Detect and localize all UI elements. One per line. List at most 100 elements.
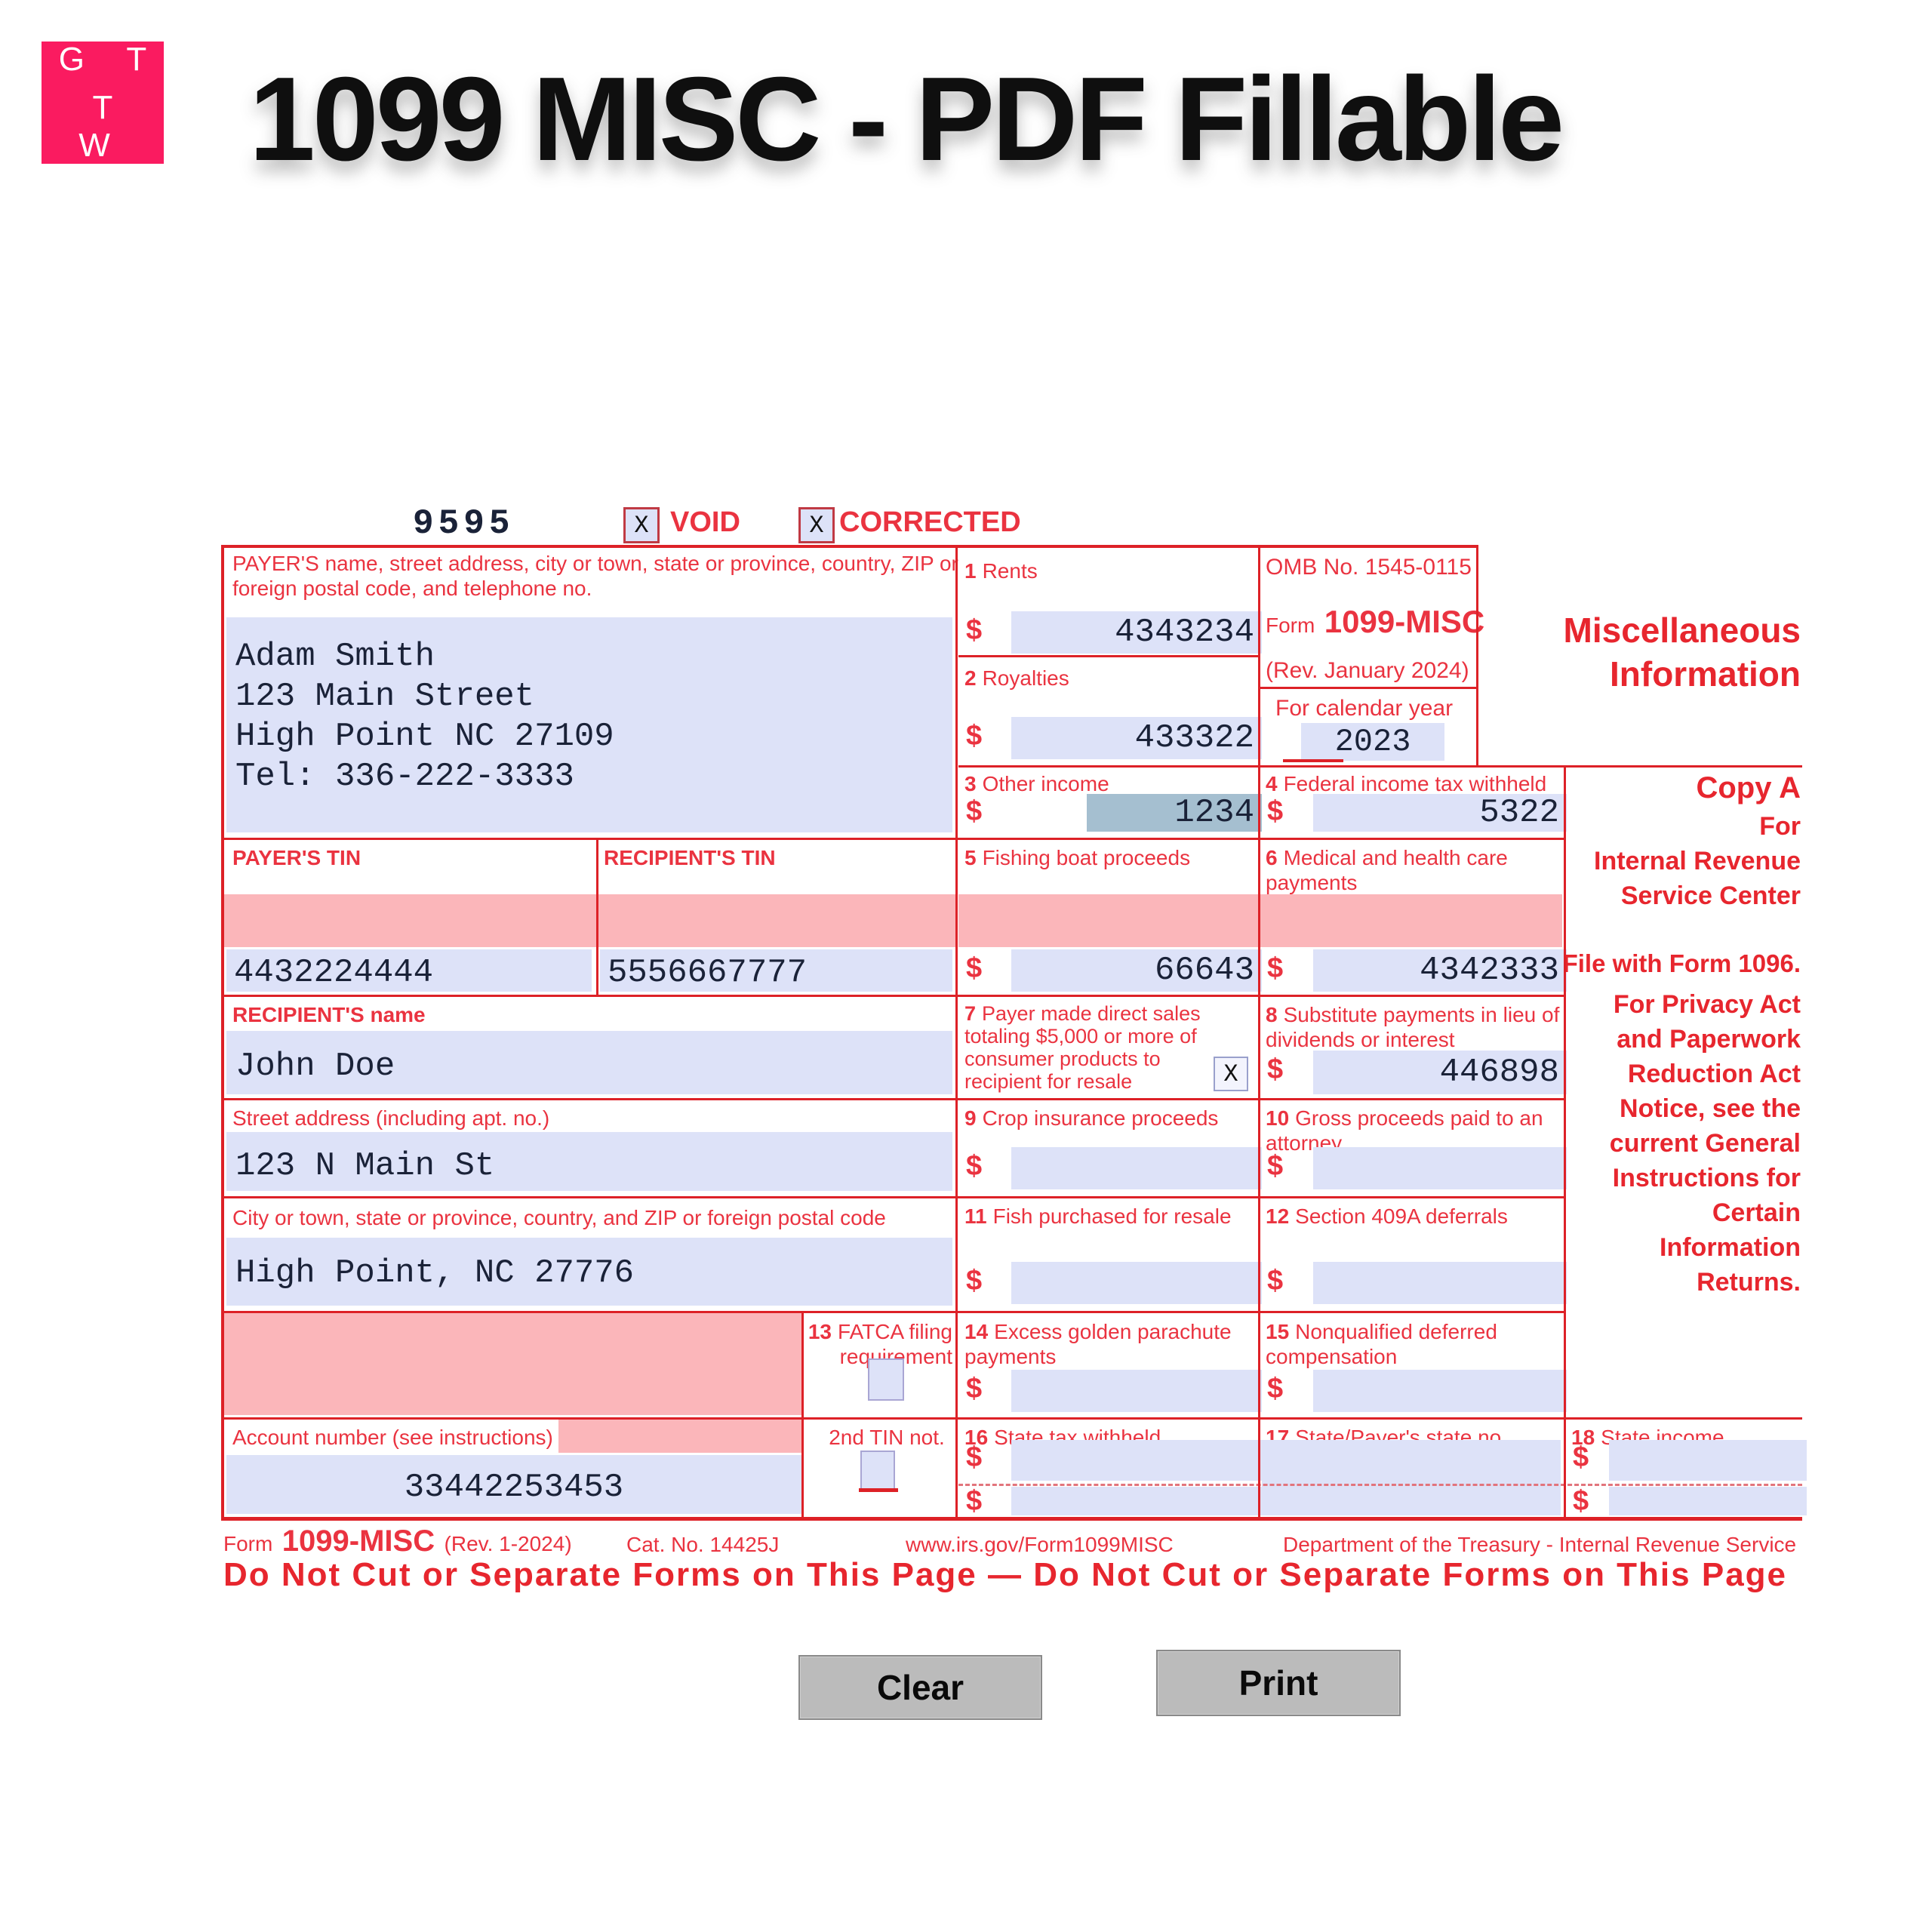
- street-address-field[interactable]: [226, 1132, 952, 1191]
- footer-department: Department of the Treasury - Internal Re…: [1283, 1533, 1797, 1556]
- logo: G T T W: [42, 41, 164, 164]
- privacy-line1: For Privacy Act: [1613, 990, 1801, 1019]
- corrected-checkbox[interactable]: X: [798, 507, 835, 543]
- payer-info-field[interactable]: [226, 617, 952, 832]
- grid-line: [221, 1417, 1802, 1420]
- payer-line4: Tel: 336-222-3333: [235, 758, 574, 795]
- box2-label: 2 Royalties: [964, 666, 1069, 690]
- clear-button[interactable]: Clear: [798, 1655, 1042, 1720]
- logo-line1: G T: [58, 41, 164, 78]
- box16-amount-field-1[interactable]: [1011, 1440, 1262, 1481]
- box4-dollar-sign: $: [1267, 795, 1284, 827]
- footer-revision: (Rev. 1-2024): [444, 1532, 572, 1555]
- footer-url[interactable]: www.irs.gov/Form1099MISC: [906, 1533, 1174, 1556]
- do-not-cut-warning: Do Not Cut or Separate Forms on This Pag…: [223, 1556, 1788, 1593]
- recipient-tin-field[interactable]: [600, 949, 952, 992]
- tin-pink-band: [223, 894, 955, 947]
- void-checkbox[interactable]: X: [623, 507, 660, 543]
- box6-amount-field[interactable]: 4342333: [1313, 949, 1567, 992]
- city-value: High Point, NC 27776: [235, 1254, 635, 1292]
- payer-label: PAYER'S name, street address, city or to…: [232, 552, 958, 600]
- box13-row-pink-block: [223, 1313, 801, 1415]
- account-number-field[interactable]: [226, 1455, 801, 1514]
- grid-line: [221, 1196, 1564, 1198]
- box18-amount-field-1[interactable]: [1609, 1440, 1807, 1481]
- box18-amount-field-2[interactable]: [1609, 1487, 1807, 1515]
- box4-amount-field[interactable]: 5322: [1313, 794, 1567, 832]
- fatca-checkbox[interactable]: [868, 1358, 904, 1401]
- second-tin-label: 2nd TIN not.: [829, 1426, 945, 1449]
- grid-line: [221, 838, 1564, 840]
- box11-amount-field[interactable]: [1011, 1262, 1262, 1304]
- form-code: 9595: [413, 504, 515, 543]
- omb-form-name-row: Form 1099-MISC: [1266, 604, 1484, 640]
- omb-revision: (Rev. January 2024): [1266, 658, 1469, 683]
- footer-form-prefix: Form: [223, 1532, 273, 1555]
- grid-line: [596, 838, 598, 995]
- box10-amount-field[interactable]: [1313, 1147, 1567, 1189]
- box12-label: 12 Section 409A deferrals: [1266, 1204, 1508, 1228]
- box14-amount-field[interactable]: [1011, 1370, 1262, 1412]
- box8-label: 8 Substitute payments in lieu of dividend…: [1266, 1003, 1560, 1051]
- box14-dollar-sign: $: [966, 1373, 983, 1404]
- box8-amount-field[interactable]: 446898: [1313, 1051, 1567, 1094]
- grid-line: [221, 1517, 1802, 1521]
- recipient-tin-label: RECIPIENT'S TIN: [604, 846, 776, 869]
- box1-dollar-sign: $: [966, 614, 983, 646]
- box5-amount-field[interactable]: 66643: [1011, 949, 1262, 992]
- box11-dollar-sign: $: [966, 1265, 983, 1297]
- second-tin-underline: [859, 1488, 898, 1492]
- box15-amount-field[interactable]: [1313, 1370, 1567, 1412]
- grid-line: [958, 655, 1258, 657]
- account-row-pink-patch: [558, 1420, 801, 1453]
- box3-label: 3 Other income: [964, 772, 1109, 795]
- box10-dollar-sign: $: [1267, 1150, 1284, 1182]
- copy-a-line3: Internal Revenue: [1594, 847, 1801, 875]
- recipient-name-field[interactable]: [226, 1031, 952, 1094]
- grid-line: [1258, 545, 1260, 1517]
- box8-dollar-sign: $: [1267, 1054, 1284, 1085]
- payer-tin-value: 4432224444: [234, 954, 434, 992]
- box12-dollar-sign: $: [1267, 1265, 1284, 1297]
- second-tin-checkbox[interactable]: [860, 1451, 895, 1490]
- payer-line2: 123 Main Street: [235, 678, 535, 715]
- box6-label: 6 Medical and health care payments: [1266, 846, 1508, 894]
- box11-label: 11 Fish purchased for resale: [964, 1204, 1232, 1228]
- void-mark: X: [634, 511, 649, 540]
- payer-line1: Adam Smith: [235, 638, 435, 675]
- box3-amount-field[interactable]: 1234: [1087, 794, 1262, 832]
- privacy-line8: Information: [1660, 1233, 1801, 1262]
- grid-line: [221, 995, 1564, 997]
- privacy-line2: and Paperwork: [1617, 1025, 1801, 1054]
- print-button[interactable]: Print: [1156, 1650, 1401, 1716]
- grid-line: [801, 1311, 804, 1517]
- corrected-mark: X: [809, 511, 824, 540]
- box7-label: 7 Payer made direct sales totaling $5,000…: [964, 1002, 1201, 1093]
- account-number-value: 33442253453: [404, 1469, 624, 1506]
- copy-a-line4: Service Center: [1620, 881, 1801, 910]
- page-title: 1099 MISC - PDF Fillable: [249, 53, 1564, 186]
- street-address-label: Street address (including apt. no.): [232, 1106, 550, 1130]
- box2-dollar-sign: $: [966, 720, 983, 752]
- box1-amount-field[interactable]: 4343234: [1011, 611, 1262, 654]
- box12-amount-field[interactable]: [1313, 1262, 1567, 1304]
- state-row-dashed-line: [958, 1484, 1802, 1486]
- grid-line: [1476, 545, 1478, 765]
- box18-dollar-sign-1: $: [1573, 1441, 1589, 1473]
- box4-label: 4 Federal income tax withheld: [1266, 772, 1547, 795]
- box17-field[interactable]: [1262, 1440, 1561, 1515]
- city-field[interactable]: [226, 1238, 952, 1306]
- privacy-line6: Instructions for: [1612, 1164, 1801, 1192]
- box2-amount-field[interactable]: 433322: [1011, 717, 1262, 759]
- box9-label: 9 Crop insurance proceeds: [964, 1106, 1219, 1130]
- grid-line: [1258, 687, 1476, 689]
- misc-info-line1: Miscellaneous: [1563, 611, 1801, 650]
- box14-label: 14 Excess golden parachute payments: [964, 1320, 1232, 1368]
- payer-tin-field[interactable]: [226, 949, 592, 992]
- calendar-year-field[interactable]: 2023: [1301, 723, 1444, 761]
- box9-amount-field[interactable]: [1011, 1147, 1262, 1189]
- box16-amount-field-2[interactable]: [1011, 1487, 1262, 1515]
- privacy-line4: Notice, see the: [1620, 1094, 1801, 1123]
- box7-checkbox[interactable]: X: [1214, 1057, 1248, 1091]
